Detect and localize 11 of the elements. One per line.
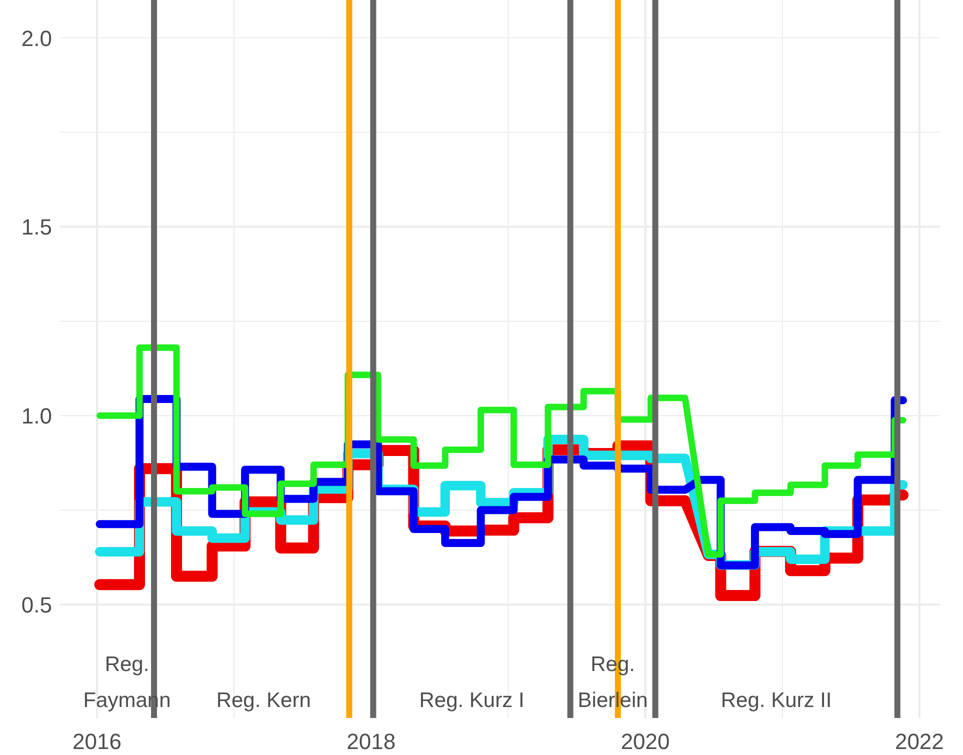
y-tick-label: 2.0 bbox=[21, 26, 52, 51]
y-tick-label: 1.0 bbox=[21, 404, 52, 429]
annotation: Reg. Kurz I bbox=[419, 689, 524, 712]
x-tick-label: 2022 bbox=[894, 729, 944, 754]
annotation: Reg. Kurz II bbox=[720, 689, 832, 712]
x-tick-label: 2018 bbox=[346, 729, 396, 754]
y-tick-label: 1.5 bbox=[21, 214, 52, 240]
x-tick-label: 2016 bbox=[72, 729, 122, 754]
annotation: Reg. Kern bbox=[216, 689, 311, 712]
y-tick-label: 0.5 bbox=[21, 592, 52, 618]
x-tick-label: 2020 bbox=[620, 729, 670, 754]
